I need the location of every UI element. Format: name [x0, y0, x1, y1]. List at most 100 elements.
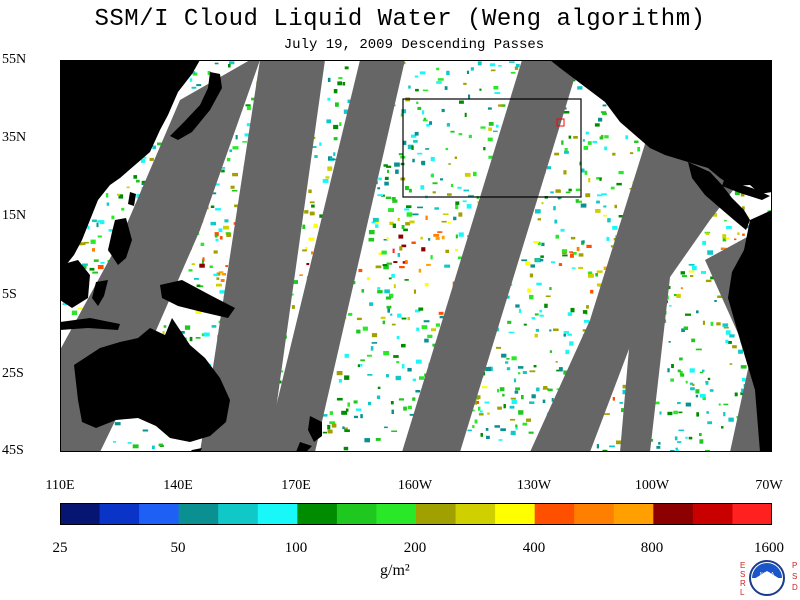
cloud-pixel — [432, 182, 438, 185]
cloud-pixel — [483, 147, 486, 151]
cloud-pixel — [458, 232, 464, 237]
cloud-pixel — [677, 402, 681, 405]
cloud-pixel — [113, 441, 117, 443]
cloud-pixel — [419, 376, 425, 380]
cloud-pixel — [327, 97, 331, 101]
cloud-pixel — [96, 222, 99, 228]
cloud-pixel — [438, 311, 444, 315]
cloud-pixel — [93, 259, 99, 262]
cloud-pixel — [378, 252, 382, 255]
cloud-pixel — [570, 253, 574, 258]
cloud-pixel — [413, 289, 416, 294]
cloud-pixel — [106, 202, 109, 206]
cloud-pixel — [360, 359, 365, 362]
cloud-pixel — [421, 160, 426, 166]
cloud-pixel — [224, 219, 229, 223]
cloud-pixel — [659, 411, 662, 415]
cloud-pixel — [444, 264, 451, 268]
cloud-pixel — [680, 271, 685, 275]
swath-gap — [402, 60, 580, 452]
cloud-pixel — [322, 179, 329, 183]
cloud-pixel — [89, 267, 95, 271]
cloud-pixel — [386, 374, 389, 378]
cloud-pixel — [229, 61, 235, 65]
cloud-pixel — [629, 152, 634, 155]
cloud-pixel — [383, 164, 388, 167]
cloud-pixel — [375, 224, 379, 228]
lon-label-140e: 140E — [163, 478, 193, 493]
cloud-pixel — [415, 309, 421, 313]
cloud-pixel — [592, 140, 598, 143]
colorbar-segment — [574, 503, 615, 525]
cloud-pixel — [407, 144, 414, 149]
cloud-pixel — [468, 134, 472, 139]
cloud-pixel — [367, 374, 373, 376]
cloud-pixel — [308, 237, 315, 241]
cloud-pixel — [136, 179, 140, 183]
cloud-pixel — [475, 395, 481, 400]
cloud-pixel — [590, 289, 594, 294]
cloud-pixel — [554, 219, 558, 224]
cloud-pixel — [729, 363, 733, 365]
cloud-pixel — [702, 396, 706, 401]
cloud-pixel — [434, 207, 439, 210]
cloud-pixel — [121, 207, 125, 211]
cloud-pixel — [553, 206, 556, 211]
cloud-pixel — [83, 241, 89, 244]
cloud-pixel — [356, 317, 362, 321]
cloud-pixel — [555, 189, 561, 193]
cloud-pixel — [516, 63, 520, 68]
cloud-pixel — [705, 449, 710, 452]
cloud-pixel — [562, 254, 568, 257]
cloud-pixel — [551, 398, 554, 402]
region-box — [402, 98, 582, 198]
cloud-pixel — [82, 263, 88, 266]
cloud-pixel — [669, 305, 672, 307]
cloud-pixel — [178, 331, 185, 334]
cloud-pixel — [714, 300, 717, 302]
colorbar-segment — [336, 503, 377, 525]
cloud-pixel — [417, 206, 423, 209]
cloud-pixel — [517, 366, 524, 369]
colorbar-label-800: 800 — [640, 540, 664, 556]
cloud-pixel — [599, 136, 603, 140]
cloud-pixel — [586, 305, 589, 309]
cloud-pixel — [695, 348, 702, 351]
cloud-pixel — [230, 185, 235, 189]
cloud-pixel — [425, 148, 430, 150]
cloud-pixel — [565, 191, 571, 194]
cloud-pixel — [329, 421, 336, 425]
cloud-pixel — [430, 255, 433, 260]
cloud-pixel — [393, 261, 398, 263]
cloud-pixel — [613, 238, 617, 241]
cloud-pixel — [372, 217, 379, 222]
cloud-pixel — [707, 377, 711, 381]
cloud-pixel — [625, 135, 629, 140]
cloud-pixel — [722, 234, 727, 239]
cloud-pixel — [555, 234, 559, 239]
cloud-pixel — [196, 84, 202, 87]
cloud-pixel — [707, 421, 712, 425]
cloud-pixel — [673, 410, 678, 415]
colorbar-label-200: 200 — [403, 540, 427, 556]
cloud-pixel — [226, 232, 232, 237]
cloud-pixel — [406, 212, 413, 217]
cloud-pixel — [526, 418, 531, 422]
cloud-pixel — [702, 320, 705, 325]
cloud-pixel — [223, 225, 229, 230]
cloud-pixel — [245, 104, 251, 107]
cloud-pixel — [406, 205, 412, 209]
cloud-pixel — [397, 253, 400, 257]
swath-gap — [200, 60, 325, 452]
cloud-pixel — [342, 426, 345, 430]
cloud-pixel — [195, 310, 202, 314]
cloud-pixel — [392, 199, 398, 203]
cloud-pixel — [385, 196, 392, 199]
cloud-pixel — [596, 283, 602, 287]
cloud-pixel — [722, 247, 727, 250]
cloud-pixel — [556, 369, 561, 372]
emblem-bird — [754, 571, 780, 579]
cloud-pixel — [587, 271, 593, 275]
cloud-pixel — [127, 442, 132, 444]
cloud-pixel — [677, 369, 681, 373]
